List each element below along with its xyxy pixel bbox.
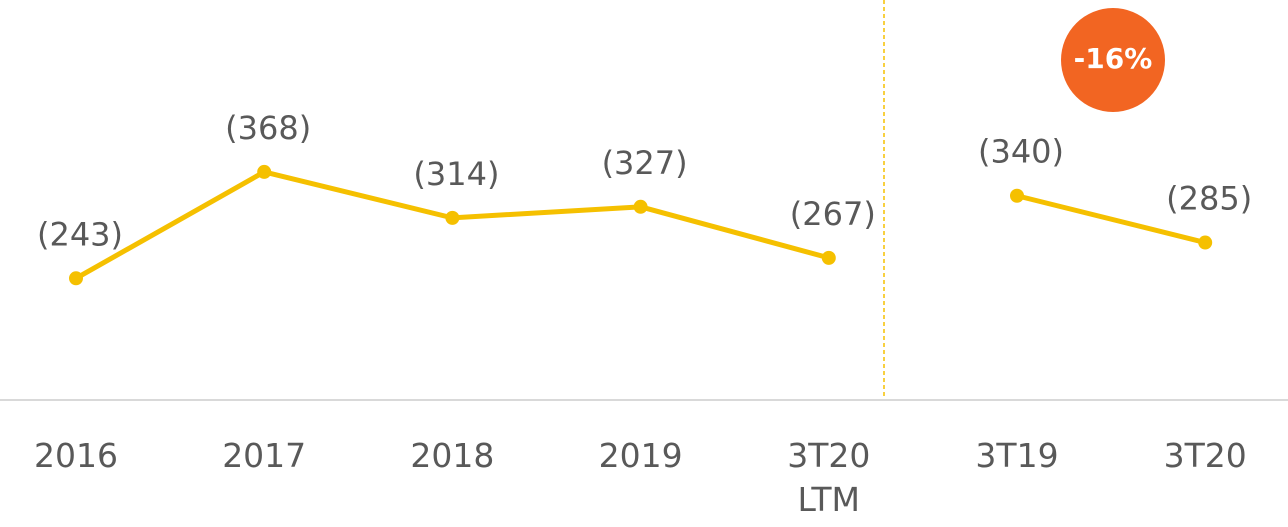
point: [821, 250, 836, 265]
x-tick-label: 2017: [222, 436, 307, 475]
x-tick-label: 3T19: [975, 436, 1059, 475]
data-label: (327): [602, 144, 688, 182]
data-label: (314): [413, 155, 499, 193]
x-tick-label: 2016: [34, 436, 118, 475]
annotation: -16%: [1074, 42, 1153, 75]
point: [633, 199, 648, 214]
annotation-badge: [1061, 8, 1165, 112]
x-tick-label: 3T20: [1163, 436, 1247, 475]
x-tick-label: 2019: [598, 436, 683, 475]
data-label: (285): [1166, 180, 1252, 218]
point: [1198, 235, 1213, 250]
x-tick-label: 3T20 LTM: [787, 436, 871, 519]
data-label: (340): [978, 133, 1064, 171]
point: [257, 164, 272, 179]
line: [1016, 193, 1206, 245]
point: [69, 271, 83, 286]
data-label: (267): [790, 195, 876, 233]
data-label: (243): [37, 215, 123, 253]
point: [445, 210, 460, 225]
data-label: (368): [225, 109, 311, 147]
x-tick-label: 2018: [410, 436, 495, 475]
point: [1010, 188, 1024, 203]
